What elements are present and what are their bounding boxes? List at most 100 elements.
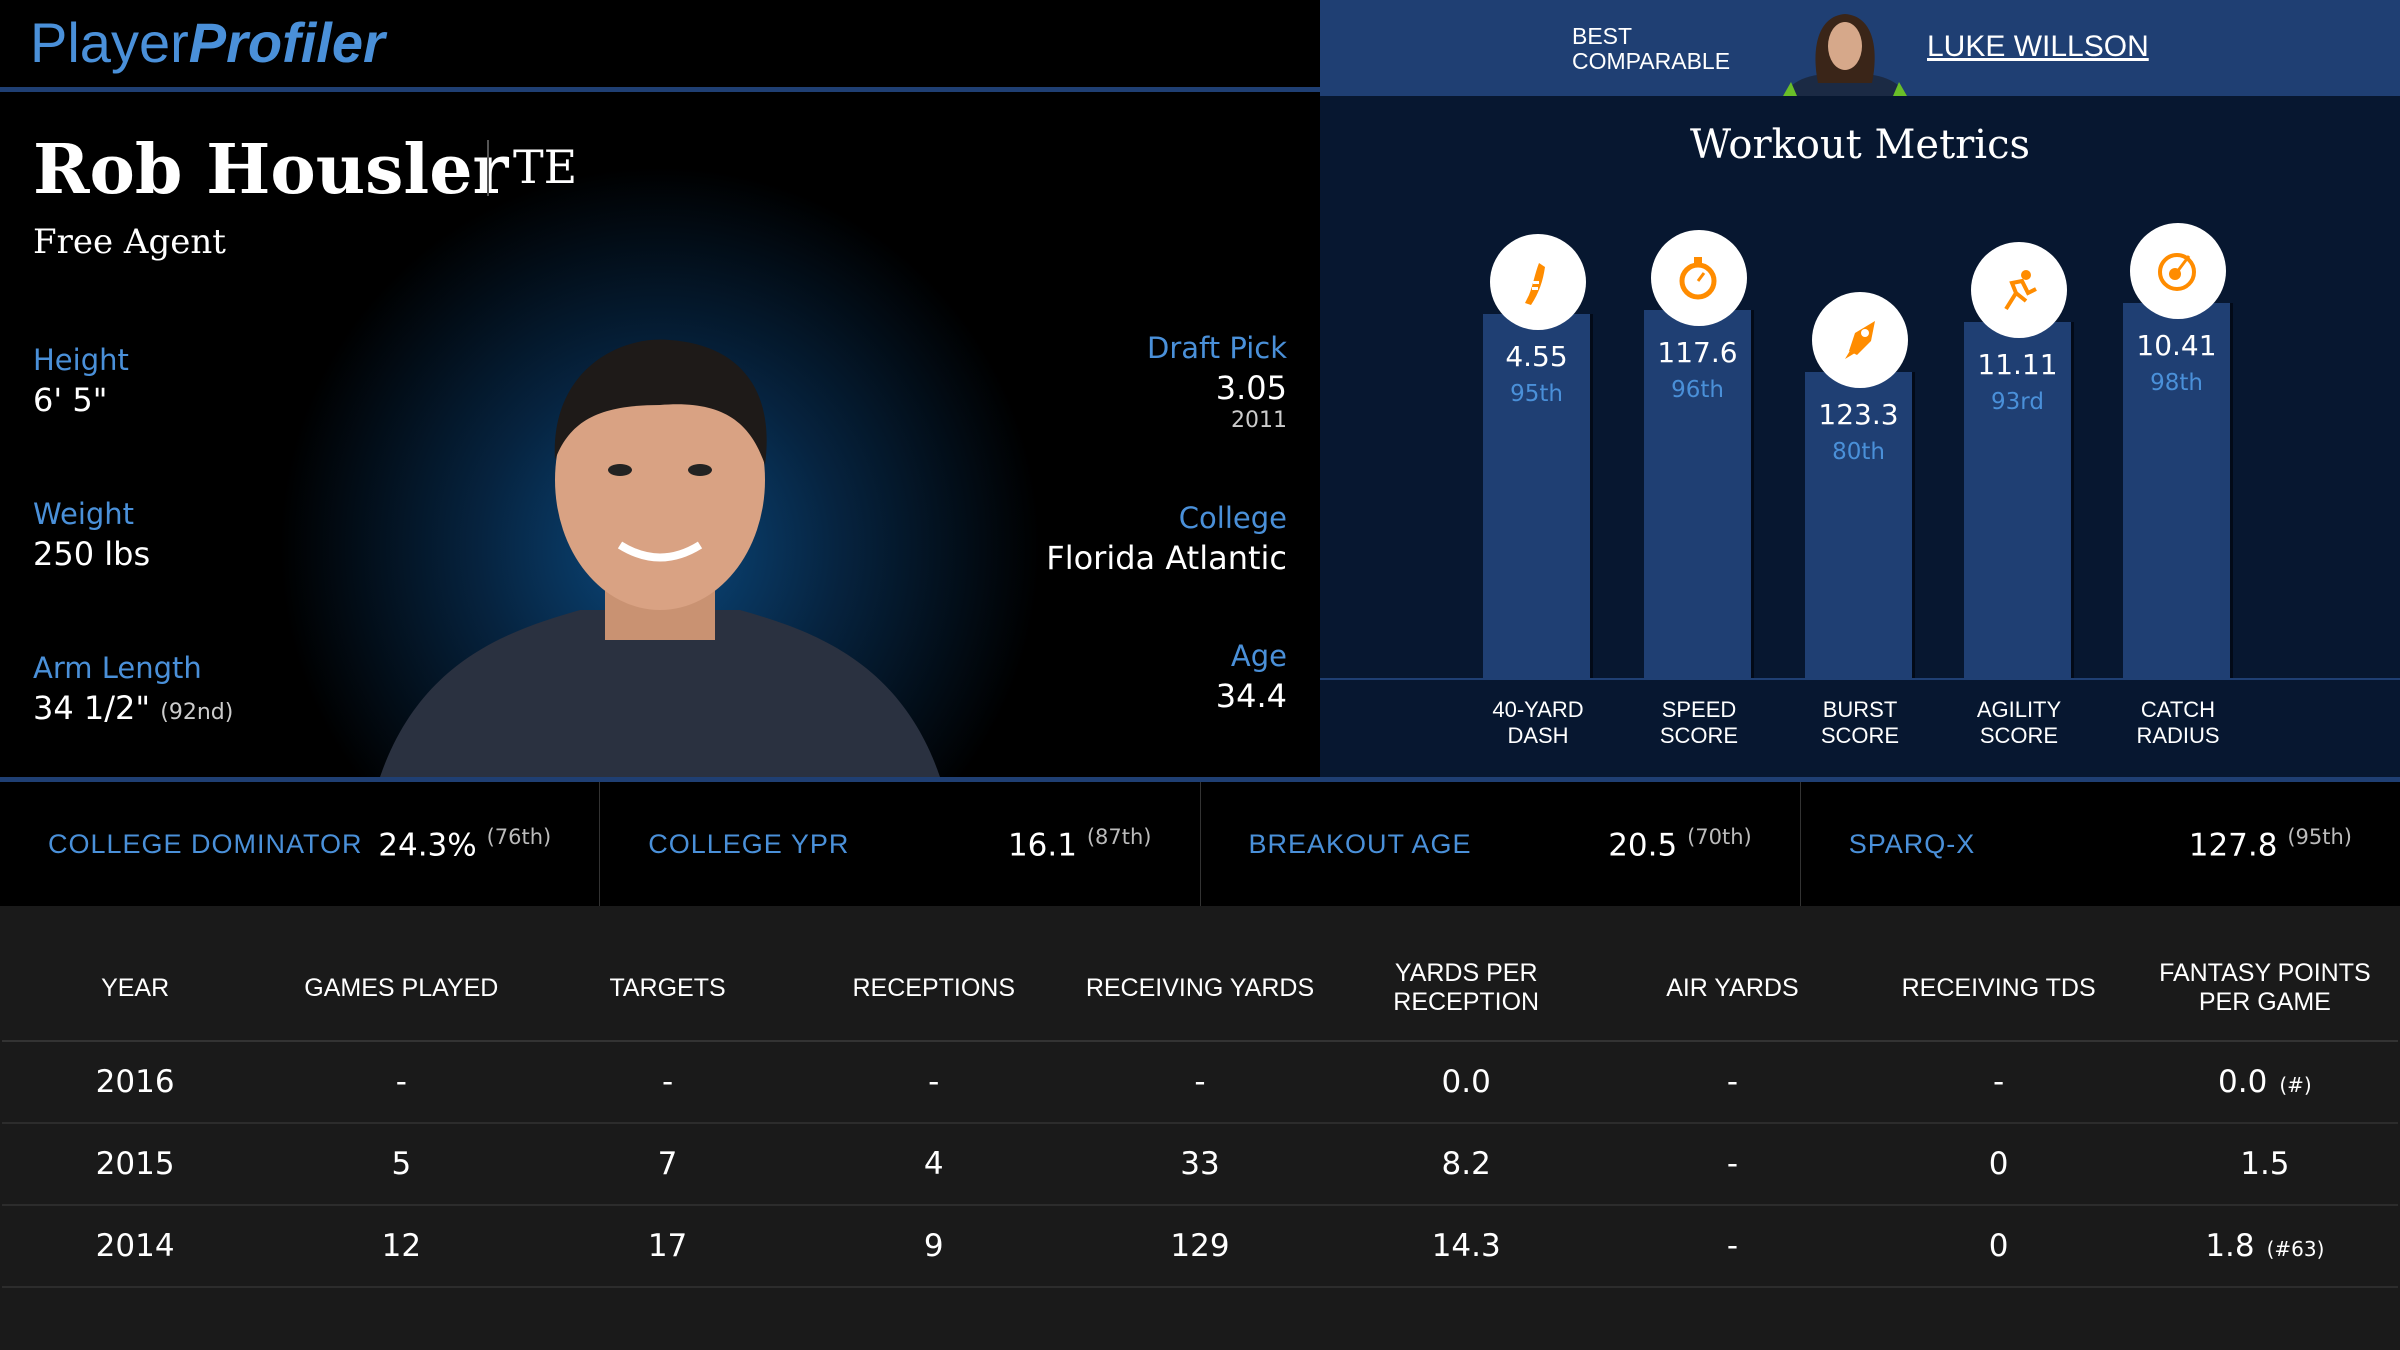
table-cell: -: [1599, 1205, 1866, 1288]
cell-value: 7: [657, 1146, 678, 1182]
cell-value: 0.0: [2218, 1064, 2268, 1100]
metric-bar: 123.3 80th: [1805, 371, 1915, 678]
cell-value: 33: [1180, 1146, 1220, 1182]
top-bar: PlayerProfiler: [0, 0, 1320, 92]
table-cell: -: [1066, 1041, 1334, 1124]
table-cell: -: [1599, 1123, 1866, 1206]
fantasy-rank: (#63): [2266, 1237, 2325, 1261]
table-cell: 0: [1865, 1123, 2132, 1206]
stat-value: 20.5 (70th): [1608, 825, 1752, 863]
stat-cell: COLLEGE DOMINATOR 24.3% (76th): [0, 782, 601, 906]
table-cell: 4: [800, 1123, 1067, 1206]
metric-value: 10.41: [2136, 328, 2217, 362]
player-photo: [380, 339, 940, 777]
table-cell: -: [1599, 1041, 1866, 1124]
table-cell: 5: [268, 1123, 535, 1206]
metric-label-line2: RADIUS: [2136, 723, 2220, 748]
metric-label: 40-YARD DASH: [1458, 697, 1618, 749]
cell-value: 1.8: [2205, 1228, 2255, 1264]
workout-panel: Workout Metrics 4.55 95th 40-YARD DASH 1…: [1320, 0, 2400, 777]
column-header[interactable]: FANTASY POINTS PER GAME: [2131, 906, 2398, 1042]
column-header[interactable]: YEAR: [2, 906, 269, 1042]
metric-label: AGILITY SCORE: [1939, 697, 2099, 749]
column-header[interactable]: TARGETS: [534, 906, 801, 1042]
metric-label: SPEED SCORE: [1619, 697, 1779, 749]
cell-value: 17: [647, 1228, 688, 1264]
draft-pick-value: 3.05: [1215, 369, 1287, 407]
arm-length-rank: (92nd): [160, 700, 234, 725]
stat-cell: BREAKOUT AGE 20.5 (70th): [1201, 782, 1801, 906]
arm-length: 34 1/2": [33, 689, 151, 727]
table-cell: 0.0 (#): [2131, 1041, 2398, 1124]
column-header[interactable]: YARDS PER RECEPTION: [1333, 906, 1600, 1042]
cell-value: -: [1194, 1064, 1206, 1100]
table-cell: -: [1865, 1041, 2132, 1124]
cell-value: -: [1726, 1146, 1739, 1182]
cell-value: 0: [1988, 1228, 2009, 1264]
workout-title: Workout Metrics: [1689, 122, 2031, 168]
stopwatch-icon: [1679, 257, 1717, 300]
metric-icon-badge: [1490, 234, 1586, 331]
table-cell: 14.3: [1333, 1205, 1600, 1288]
table-cell: 33: [1066, 1123, 1334, 1206]
stat-label: SPARQ-X: [1848, 828, 1976, 859]
comparable-photo: [1783, 14, 1907, 96]
metric-label-line1: 40-YARD: [1492, 697, 1584, 722]
stat-label: BREAKOUT AGE: [1248, 828, 1472, 859]
table-cell: 2016: [2, 1041, 269, 1124]
cell-value: 2015: [95, 1146, 175, 1182]
stat-number: 20.5: [1608, 827, 1678, 864]
stat-cell: SPARQ-X 127.8 (95th): [1801, 782, 2400, 906]
metric-label-line1: SPEED: [1661, 697, 1737, 722]
label-line2: COMPARABLE: [1572, 48, 1731, 74]
label-line1: BEST: [1572, 23, 1633, 49]
stat-label: COLLEGE DOMINATOR: [48, 828, 363, 859]
metric-icon-badge: [2130, 222, 2226, 319]
metric-percentile: 80th: [1832, 438, 1885, 465]
table-cell: 1.5: [2131, 1123, 2398, 1206]
table-cell: -: [800, 1041, 1067, 1124]
metric-label-line1: AGILITY: [1976, 697, 2062, 722]
column-header[interactable]: RECEPTIONS: [800, 906, 1067, 1042]
metric-bar: 11.11 93rd: [1964, 321, 2074, 678]
college-stats-bar: COLLEGE DOMINATOR 24.3% (76th) COLLEGE Y…: [0, 777, 2400, 906]
college-label: College: [1178, 501, 1287, 535]
column-header[interactable]: GAMES PLAYED: [268, 906, 535, 1042]
metric-label-line2: SCORE: [1820, 723, 1900, 748]
draft-pick-label: Draft Pick: [1147, 331, 1287, 365]
cell-value: -: [1726, 1064, 1739, 1100]
table-row: 2014 12 17 9 129 14.3 - 0 1.8 (#63): [2, 1205, 2398, 1288]
cell-value: 14.3: [1431, 1228, 1501, 1264]
stat-cell: COLLEGE YPR 16.1 (87th): [600, 782, 1201, 906]
table-cell: 8.2: [1333, 1123, 1600, 1206]
table-cell: 129: [1066, 1205, 1334, 1288]
stat-number: 16.1: [1007, 827, 1077, 864]
metric-label-line1: CATCH: [2140, 697, 2216, 722]
cell-value: -: [928, 1064, 940, 1100]
metric-icon-badge: [1651, 230, 1747, 327]
metric-value: 117.6: [1657, 336, 1738, 370]
target-icon: [2158, 252, 2196, 291]
height-label: Height: [33, 343, 129, 377]
table-row: 2015 5 7 4 33 8.2 - 0 1.5: [2, 1123, 2398, 1206]
chart-baseline: [1320, 678, 2400, 680]
logo[interactable]: PlayerProfiler: [30, 10, 385, 75]
column-header[interactable]: AIR YARDS: [1599, 906, 1866, 1042]
column-header[interactable]: RECEIVING YARDS: [1066, 906, 1334, 1042]
comparable-player-link[interactable]: LUKE WILLSON: [1927, 30, 2149, 63]
cell-value: -: [395, 1064, 407, 1100]
metric-label-line2: SCORE: [1979, 723, 2059, 748]
cell-value: 0.0: [1441, 1064, 1491, 1100]
table-cell: 17: [534, 1205, 801, 1288]
weight-label: Weight: [33, 497, 135, 531]
age-value: 34.4: [1215, 677, 1287, 715]
player-position: TE: [487, 140, 577, 196]
table-cell: 2015: [2, 1123, 269, 1206]
weight-value: 250 lbs: [33, 535, 151, 573]
metric-value: 4.55: [1505, 340, 1568, 374]
stat-rank: (87th): [1086, 824, 1152, 849]
age-label: Age: [1230, 639, 1287, 673]
column-header[interactable]: RECEIVING TDS: [1865, 906, 2132, 1042]
metric-label: CATCH RADIUS: [2098, 697, 2258, 749]
cell-value: 4: [923, 1146, 944, 1182]
